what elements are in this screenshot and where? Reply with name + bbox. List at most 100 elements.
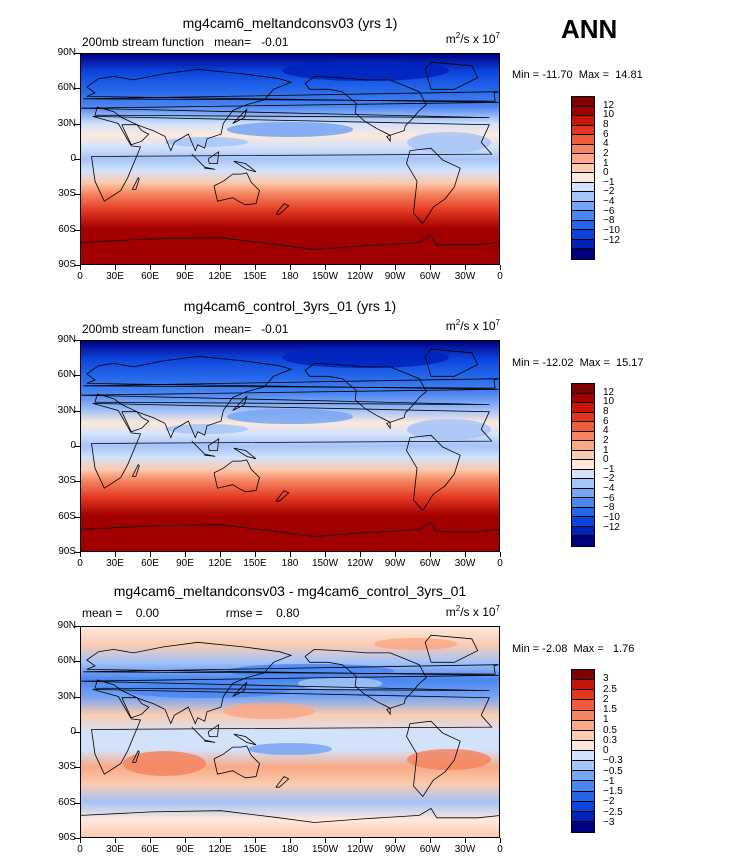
colorbar-label: 10 [603, 109, 615, 121]
colorbar-swatch [572, 801, 594, 812]
lon-tick [325, 552, 326, 557]
lon-tick [395, 838, 396, 843]
panel-2-coastlines [81, 348, 499, 537]
colorbar-label: −10 [603, 512, 620, 524]
panel-2-title: mg4cam6_control_3yrs_01 (yrs 1) [183, 298, 397, 314]
field-contour-region [281, 347, 449, 369]
colorbar-label: −3 [603, 816, 615, 828]
colorbar-label: −8 [603, 502, 615, 514]
colorbar-swatch [572, 740, 594, 751]
colorbar-label: 10 [603, 396, 615, 408]
coast-south-america [406, 434, 461, 512]
colorbar-label: −12 [603, 234, 620, 246]
lon-tick [185, 838, 186, 843]
lon-tick [500, 552, 501, 557]
lon-tick-label: 120E [208, 844, 232, 855]
lat-tick-label: 60S [58, 796, 76, 808]
lon-tick-label: 0 [77, 844, 83, 855]
lon-tick-label: 60W [419, 844, 441, 855]
lon-tick-label: 0 [497, 271, 503, 282]
colorbar-swatch [572, 460, 594, 470]
lon-tick-label: 150W [311, 558, 339, 569]
colorbar-label: 1 [603, 157, 609, 169]
colorbar-swatch [572, 431, 594, 442]
colorbar-label: −2.5 [603, 806, 623, 818]
lat-tick-label: 90S [58, 832, 76, 843]
colorbar-swatch [572, 393, 594, 404]
lon-tick-label: 30W [454, 271, 476, 282]
coast-europe-asia [81, 355, 499, 439]
panel-3-minmax: Min = -2.08 Max = 1.76 [512, 643, 635, 655]
colorbar-label: −4 [603, 483, 615, 495]
colorbar-swatch [572, 536, 594, 546]
panel-2-variable: 200mb stream function mean= -0.01 [82, 322, 289, 336]
lon-tick [360, 838, 361, 843]
panel-2-map [80, 340, 500, 552]
colorbar-swatch [572, 422, 594, 432]
coast-north-america [304, 648, 427, 716]
coast-antarctica [81, 234, 499, 250]
lon-tick [255, 552, 256, 557]
lat-tick-label: 90S [58, 546, 76, 557]
field-contour-region [407, 418, 491, 440]
field-contour-region [407, 748, 491, 770]
lon-tick-label: 180 [281, 271, 299, 282]
panel-3-title: mg4cam6_meltandconsv03 - mg4cam6_control… [113, 583, 467, 599]
coast-indonesia-1 [191, 440, 205, 455]
lon-tick [115, 838, 116, 843]
lat-tick-label: 60S [58, 223, 76, 235]
panel-3-coastlines [81, 634, 499, 823]
colorbar-swatch [572, 201, 594, 212]
coast-new-zealand [275, 490, 290, 502]
colorbar-swatch [572, 97, 594, 107]
lon-tick-label: 30E [106, 558, 124, 569]
colorbar-swatch [572, 710, 594, 721]
lon-tick-label: 150E [243, 558, 267, 569]
colorbar-swatch [572, 116, 594, 126]
colorbar-label: 12 [603, 99, 615, 111]
colorbar-label: 8 [603, 405, 609, 417]
lat-tick [74, 375, 80, 377]
colorbar-swatch [572, 403, 594, 413]
lat-tick [74, 159, 80, 160]
coast-indonesia-2 [204, 166, 216, 170]
colorbar-label: −12 [603, 521, 620, 533]
lon-tick-label: 30E [106, 271, 124, 282]
lat-tick [74, 194, 80, 196]
coast-antarctica [81, 521, 499, 537]
colorbar-label: −0.3 [603, 755, 623, 767]
field-contour-region [122, 681, 290, 699]
coast-new-guinea [233, 447, 257, 460]
panel-1-minmax: Min = -11.70 Max = 14.81 [512, 69, 643, 81]
coast-borneo [207, 437, 220, 451]
colorbar-swatch [572, 450, 594, 461]
colorbar-swatch [572, 761, 594, 772]
colorbar-swatch [572, 670, 594, 681]
colorbar-label: −1.5 [603, 786, 623, 797]
colorbar-label: −0.5 [603, 765, 623, 777]
colorbar-label: 1 [603, 444, 609, 456]
lat-tick [74, 802, 80, 804]
lat-tick-label: 0 [36, 154, 76, 164]
panel-3-field [81, 627, 499, 837]
panel-1-title: mg4cam6_meltandconsv03 (yrs 1) [182, 15, 398, 31]
colorbar-swatch [572, 526, 594, 537]
coast-europe-asia [81, 641, 499, 725]
coast-africa [91, 689, 493, 775]
lon-tick [80, 552, 81, 557]
lon-tick [150, 265, 151, 270]
lat-tick-label: 60N [57, 655, 76, 667]
coast-japan [232, 395, 248, 411]
lon-tick [220, 265, 221, 270]
colorbar-swatch [572, 469, 594, 480]
lat-tick [74, 552, 80, 553]
lat-tick [74, 123, 80, 125]
field-contour-region [248, 742, 332, 756]
lon-tick-label: 180 [281, 558, 299, 569]
field-contour-region [281, 60, 449, 82]
lat-tick-label: 30N [57, 117, 76, 129]
coast-arabia [121, 697, 150, 719]
colorbar-swatch [572, 384, 594, 394]
coast-south-america [406, 720, 461, 798]
colorbar-swatch [572, 507, 594, 518]
